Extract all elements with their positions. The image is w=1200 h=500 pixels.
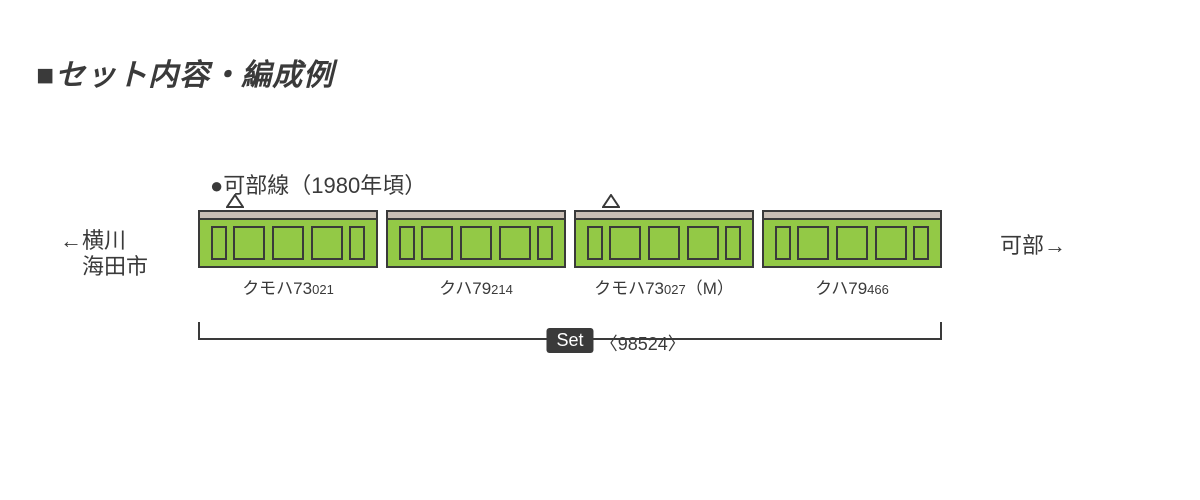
car-door xyxy=(311,226,343,260)
car-side xyxy=(762,218,942,268)
car-door xyxy=(913,226,929,260)
right-destination: 可部→ xyxy=(1000,228,1066,260)
left-destination-line1: ←横川 xyxy=(60,228,126,253)
car-door xyxy=(399,226,415,260)
car-roof xyxy=(386,210,566,218)
section-heading: ■セット内容・編成例 xyxy=(36,50,334,94)
car-door xyxy=(836,226,868,260)
train-car: クモハ73021 xyxy=(198,210,378,299)
train-car: クハ79466 xyxy=(762,210,942,299)
car-door xyxy=(421,226,453,260)
car-label: クモハ73021 xyxy=(242,274,334,299)
car-side xyxy=(386,218,566,268)
car-body xyxy=(574,210,754,268)
car-label: クハ79466 xyxy=(815,274,889,299)
car-body xyxy=(386,210,566,268)
car-door xyxy=(211,226,227,260)
car-roof xyxy=(198,210,378,218)
train-car: クハ79214 xyxy=(386,210,566,299)
train-formation: クモハ73021 クハ79214 クモハ73027（M） クハ79466 xyxy=(198,210,942,299)
car-body xyxy=(762,210,942,268)
set-code: 〈98524〉 xyxy=(600,330,686,356)
car-door xyxy=(460,226,492,260)
car-door xyxy=(537,226,553,260)
car-side xyxy=(198,218,378,268)
car-door xyxy=(797,226,829,260)
set-bracket: Set 〈98524〉 xyxy=(198,310,942,360)
car-door xyxy=(233,226,265,260)
car-roof xyxy=(574,210,754,218)
car-body xyxy=(198,210,378,268)
car-door xyxy=(725,226,741,260)
car-door xyxy=(499,226,531,260)
car-side xyxy=(574,218,754,268)
car-door xyxy=(775,226,791,260)
car-door xyxy=(272,226,304,260)
car-roof xyxy=(762,210,942,218)
car-door xyxy=(609,226,641,260)
car-door xyxy=(349,226,365,260)
left-destination: ←横川 海田市 xyxy=(60,228,148,281)
car-door xyxy=(648,226,680,260)
car-door xyxy=(687,226,719,260)
left-destination-line2: 海田市 xyxy=(60,254,148,279)
car-door xyxy=(587,226,603,260)
set-badge: Set xyxy=(546,328,593,353)
train-car: クモハ73027（M） xyxy=(574,210,754,299)
car-label: クハ79214 xyxy=(439,274,513,299)
car-door xyxy=(875,226,907,260)
car-label: クモハ73027（M） xyxy=(594,274,734,299)
